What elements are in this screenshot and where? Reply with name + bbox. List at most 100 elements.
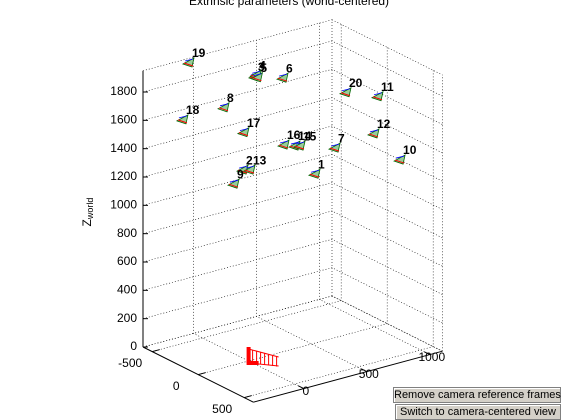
x-tick-label: 0 (302, 384, 309, 398)
camera-axis (229, 179, 239, 183)
grid-line (319, 23, 430, 355)
camera-axis (278, 144, 289, 149)
camera-axis (277, 77, 288, 82)
camera-label: 17 (247, 116, 261, 130)
camera-body (250, 71, 264, 83)
world-frame (246, 347, 279, 367)
z-tick-label: 800 (117, 226, 137, 240)
world-frame-axis (246, 361, 259, 365)
world-frame-axis (246, 347, 251, 363)
z-tick-label: 200 (117, 311, 137, 325)
x-tick-label: 1000 (418, 350, 445, 364)
camera-label: 15 (303, 129, 317, 143)
tick-mark (244, 395, 252, 399)
camera-axis (238, 165, 248, 169)
camera-body (366, 128, 380, 139)
grid-line (142, 295, 443, 352)
camera-axis (368, 133, 379, 138)
wall-edge (331, 295, 443, 352)
y-tick-label: 500 (212, 402, 232, 416)
camera (293, 140, 306, 151)
tick-mark (198, 372, 206, 376)
z-tick-label: 1200 (110, 169, 137, 183)
camera (217, 102, 230, 113)
grid-line (142, 40, 443, 97)
grid-line (142, 97, 443, 154)
camera-label: 6 (286, 61, 293, 75)
camera-axis (183, 62, 194, 67)
camera-label: 14 (298, 129, 312, 143)
camera-axis (238, 132, 249, 137)
camera-label: 2 (246, 153, 253, 167)
camera (275, 72, 289, 83)
world-frame-line (248, 348, 279, 358)
grid-line (256, 40, 367, 372)
grid-line (142, 69, 443, 125)
camera-label: 18 (186, 103, 200, 117)
camera-view-button[interactable]: Switch to camera-centered view (395, 404, 561, 420)
camera-body (371, 90, 384, 102)
camera-axis (394, 159, 405, 164)
camera (181, 57, 195, 68)
z-tick-label: 0 (130, 339, 137, 353)
camera-body (242, 164, 256, 175)
camera (226, 178, 240, 189)
grid-line (198, 47, 388, 375)
camera-axis (294, 145, 305, 150)
camera (366, 128, 380, 139)
camera-axis (340, 92, 351, 97)
camera-axis (245, 165, 255, 169)
tick-mark (424, 351, 431, 356)
z-tick-label: 1000 (110, 198, 137, 212)
grid-line (193, 57, 304, 389)
camera-label: 7 (338, 131, 345, 145)
camera (371, 90, 384, 102)
z-tick-label: 600 (117, 254, 137, 268)
camera-body (236, 126, 250, 138)
camera-axis (290, 141, 300, 145)
tick-mark (298, 385, 305, 390)
camera-label: 20 (349, 76, 363, 90)
camera-axis (373, 92, 383, 96)
grid-line (142, 154, 443, 210)
z-tick-label: 1600 (110, 113, 137, 127)
camera-axis (310, 169, 320, 173)
camera-label: 16 (287, 128, 301, 142)
camera-body (277, 139, 290, 150)
camera-axis (237, 169, 248, 174)
camera-axis (177, 119, 188, 124)
camera-label: 11 (381, 80, 394, 94)
camera (308, 168, 321, 179)
camera-label: 19 (192, 46, 206, 60)
camera-label: 8 (227, 91, 234, 105)
tick-mark (152, 349, 160, 353)
camera-body (217, 102, 230, 113)
y-tick-label: -500 (118, 356, 142, 370)
x-tick-label: 500 (359, 367, 379, 381)
camera-label: 3 (258, 60, 265, 74)
y-tick-label: 0 (173, 379, 180, 393)
camera (339, 86, 352, 98)
camera-axis (239, 128, 249, 132)
camera-body (275, 72, 289, 83)
camera-axis (252, 70, 261, 74)
camera (250, 71, 264, 83)
grid-line (152, 24, 342, 352)
camera-axis (369, 129, 379, 133)
wall-edge (142, 295, 333, 348)
camera-label: 13 (253, 153, 267, 167)
tick-mark (361, 368, 368, 373)
camera-axis (219, 103, 229, 107)
camera-body (393, 154, 406, 165)
camera-body (339, 86, 352, 98)
remove-frames-button[interactable]: Remove camera reference frames (393, 387, 561, 403)
z-axis-label: Zworld (80, 198, 95, 227)
grid-line (142, 182, 443, 239)
camera (328, 142, 341, 153)
camera-axis (295, 141, 305, 145)
y-axis (142, 346, 254, 403)
z-tick-label: 1400 (110, 141, 137, 155)
camera-body (328, 142, 341, 153)
camera-axis (218, 107, 229, 112)
